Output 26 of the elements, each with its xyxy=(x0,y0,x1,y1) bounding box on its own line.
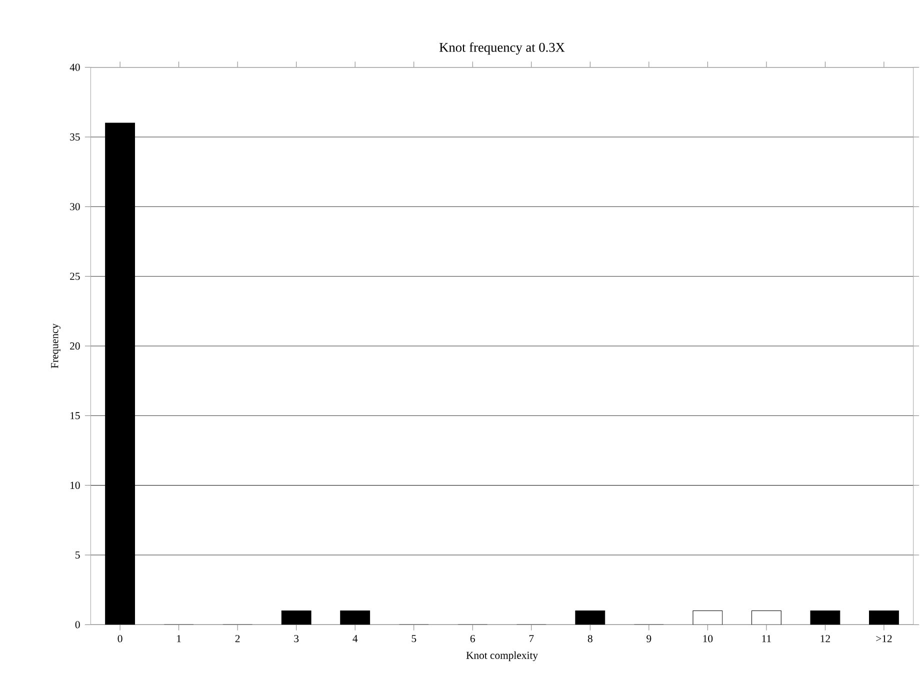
y-tick-label: 15 xyxy=(70,412,80,420)
chart-title: Knot frequency at 0.3X xyxy=(439,42,565,55)
y-tick-label: 0 xyxy=(75,621,80,628)
y-tick-label: 5 xyxy=(76,551,80,559)
x-tick-label: 2 xyxy=(235,635,240,642)
x-axis-title: Knot complexity xyxy=(466,651,538,662)
y-tick-label: 40 xyxy=(70,64,80,71)
x-tick-label: 6 xyxy=(470,635,475,642)
y-tick-label: 10 xyxy=(70,482,80,489)
x-tick-label: 9 xyxy=(646,635,652,642)
x-tick-label: 5 xyxy=(412,635,416,642)
x-tick-label: 12 xyxy=(820,635,830,642)
y-tick-label: 30 xyxy=(70,203,80,210)
x-tick-label: 7 xyxy=(529,635,534,642)
x-tick-label: 3 xyxy=(294,635,299,642)
y-tick-label: 35 xyxy=(70,133,80,141)
x-tick-label: 0 xyxy=(118,635,122,642)
x-tick-label: 11 xyxy=(762,635,771,642)
x-tick-label: >12 xyxy=(876,635,892,642)
y-tick-label: 20 xyxy=(70,342,80,350)
x-tick-label: 8 xyxy=(588,635,592,642)
x-tick-label: 4 xyxy=(352,635,358,642)
y-axis-title: Frequency xyxy=(51,324,60,368)
x-tick-label: 1 xyxy=(177,635,181,642)
x-tick-label: 10 xyxy=(703,635,713,642)
y-tick-label: 25 xyxy=(70,272,80,280)
